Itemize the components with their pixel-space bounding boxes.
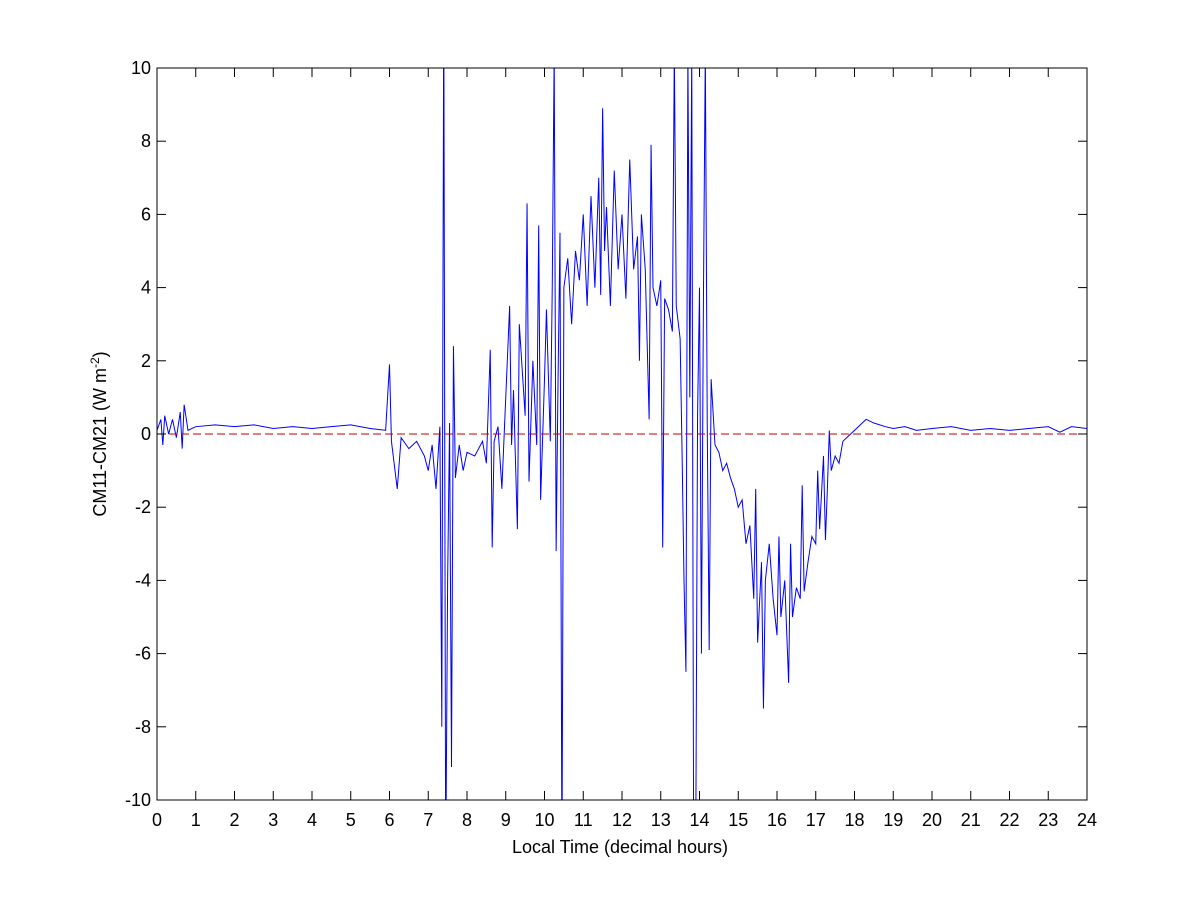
x-tick-label: 23 [1038, 810, 1058, 830]
x-tick-label: 14 [689, 810, 709, 830]
y-tick-label: 8 [141, 131, 151, 151]
y-tick-label: 2 [141, 351, 151, 371]
x-tick-label: 6 [384, 810, 394, 830]
x-tick-label: 18 [844, 810, 864, 830]
y-tick-label: -6 [135, 644, 151, 664]
y-tick-label: -8 [135, 717, 151, 737]
y-tick-label: -4 [135, 570, 151, 590]
y-axis-label-suffix: ) [90, 351, 110, 357]
y-axis-label-superscript: -2 [88, 357, 102, 368]
x-axis-label: Local Time (decimal hours) [512, 837, 728, 857]
x-tick-label: 7 [423, 810, 433, 830]
x-tick-label: 9 [501, 810, 511, 830]
x-tick-label: 20 [922, 810, 942, 830]
y-tick-label: 0 [141, 424, 151, 444]
x-tick-label: 3 [268, 810, 278, 830]
data-line [157, 68, 1087, 800]
y-tick-label: -10 [125, 790, 151, 810]
x-tick-label: 0 [152, 810, 162, 830]
x-tick-label: 2 [229, 810, 239, 830]
y-tick-label: 10 [131, 58, 151, 78]
x-tick-label: 1 [191, 810, 201, 830]
x-tick-label: 12 [612, 810, 632, 830]
x-tick-label: 15 [728, 810, 748, 830]
y-tick-label: 6 [141, 204, 151, 224]
x-tick-label: 21 [961, 810, 981, 830]
x-tick-label: 16 [767, 810, 787, 830]
x-tick-label: 19 [883, 810, 903, 830]
y-tick-label: 4 [141, 278, 151, 298]
x-tick-label: 22 [999, 810, 1019, 830]
y-tick-label: -2 [135, 497, 151, 517]
x-tick-label: 17 [806, 810, 826, 830]
y-axis-label-text: CM11-CM21 (W m [90, 368, 110, 517]
x-tick-label: 5 [346, 810, 356, 830]
x-tick-label: 8 [462, 810, 472, 830]
x-tick-label: 10 [534, 810, 554, 830]
x-tick-label: 11 [574, 810, 593, 830]
x-tick-label: 13 [651, 810, 671, 830]
y-axis-label: CM11-CM21 (W m-2) [88, 351, 110, 516]
x-tick-label: 24 [1077, 810, 1097, 830]
x-tick-label: 4 [307, 810, 317, 830]
